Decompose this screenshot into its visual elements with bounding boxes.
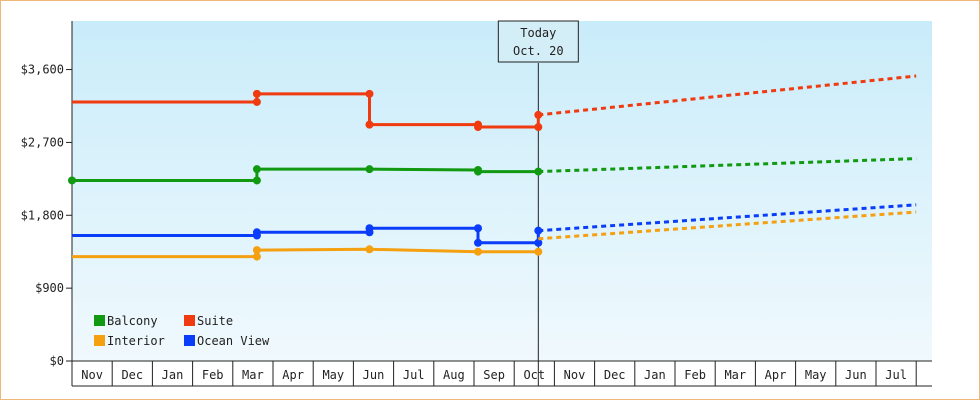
balcony-point xyxy=(252,176,261,185)
ocean-view-point xyxy=(365,224,374,233)
month-label: Jan xyxy=(644,368,666,382)
interior-point xyxy=(252,246,261,255)
balcony-point xyxy=(365,165,374,174)
ocean-view-point xyxy=(534,238,543,247)
y-tick-label: $0 xyxy=(50,354,64,368)
month-label: Jun xyxy=(363,368,385,382)
suite-point xyxy=(474,123,483,132)
suite-point xyxy=(534,110,543,119)
today-label: Today xyxy=(520,26,556,40)
month-label: Nov xyxy=(564,368,586,382)
balcony-point xyxy=(68,176,76,185)
today-date: Oct. 20 xyxy=(513,44,564,58)
legend-label-ocean-view: Ocean View xyxy=(197,334,270,348)
month-label: May xyxy=(805,368,827,382)
month-label: Apr xyxy=(765,368,787,382)
balcony-point xyxy=(474,167,483,176)
ocean-view-forecast-line xyxy=(538,203,917,233)
month-label: Jan xyxy=(162,368,184,382)
series xyxy=(68,74,917,261)
month-label: Jun xyxy=(845,368,867,382)
legend-swatch-ocean-view xyxy=(184,335,195,346)
month-label: Sep xyxy=(483,368,505,382)
month-label: Jul xyxy=(403,368,425,382)
balcony-forecast-line xyxy=(538,157,917,174)
ocean-view-point xyxy=(252,228,261,237)
legend-label-interior: Interior xyxy=(107,334,165,348)
x-axis: Nov Dec Jan Feb Mar Apr May Jun Jul Aug Sep Oct Nov D… xyxy=(71,360,932,387)
suite-point xyxy=(252,89,261,98)
y-tick-label: $1,800 xyxy=(21,208,64,222)
y-tick-label: $900 xyxy=(35,281,64,295)
month-label: Nov xyxy=(81,368,103,382)
y-tick-label: $3,600 xyxy=(21,63,64,77)
month-label: Feb xyxy=(684,368,706,382)
month-label: Dec xyxy=(604,368,626,382)
ocean-view-point xyxy=(534,226,543,235)
plot-background xyxy=(72,21,932,361)
legend: Balcony Suite Interior Ocean View xyxy=(94,314,270,348)
y-axis: $0 $900 $1,800 $2,700 $3,600 xyxy=(21,21,73,368)
y-tick-label: $2,700 xyxy=(21,135,64,149)
month-label: Mar xyxy=(242,368,264,382)
suite-forecast-line xyxy=(538,74,917,117)
month-label: May xyxy=(322,368,344,382)
interior-point xyxy=(474,247,483,256)
today-box xyxy=(497,20,579,63)
month-label: Aug xyxy=(443,368,465,382)
month-label: Jul xyxy=(885,368,907,382)
month-label: Feb xyxy=(202,368,224,382)
balcony-point xyxy=(252,165,261,174)
month-label: Apr xyxy=(282,368,304,382)
interior-history-line xyxy=(72,247,539,259)
month-label: Dec xyxy=(121,368,143,382)
interior-point xyxy=(534,247,543,256)
month-label: Oct xyxy=(523,368,545,382)
suite-point xyxy=(365,120,374,129)
legend-swatch-balcony xyxy=(94,315,105,326)
balcony-point xyxy=(534,167,543,176)
legend-swatch-interior xyxy=(94,335,105,346)
suite-point xyxy=(534,123,543,132)
interior-forecast-line xyxy=(538,210,917,241)
suite-point xyxy=(365,89,374,98)
interior-point xyxy=(252,252,261,261)
legend-swatch-suite xyxy=(184,315,195,326)
legend-label-suite: Suite xyxy=(197,314,233,328)
suite-point xyxy=(252,97,261,106)
interior-point xyxy=(365,245,374,254)
ocean-view-point xyxy=(474,238,483,247)
legend-label-balcony: Balcony xyxy=(107,314,158,328)
ocean-view-point xyxy=(474,224,483,233)
month-label: Mar xyxy=(724,368,746,382)
